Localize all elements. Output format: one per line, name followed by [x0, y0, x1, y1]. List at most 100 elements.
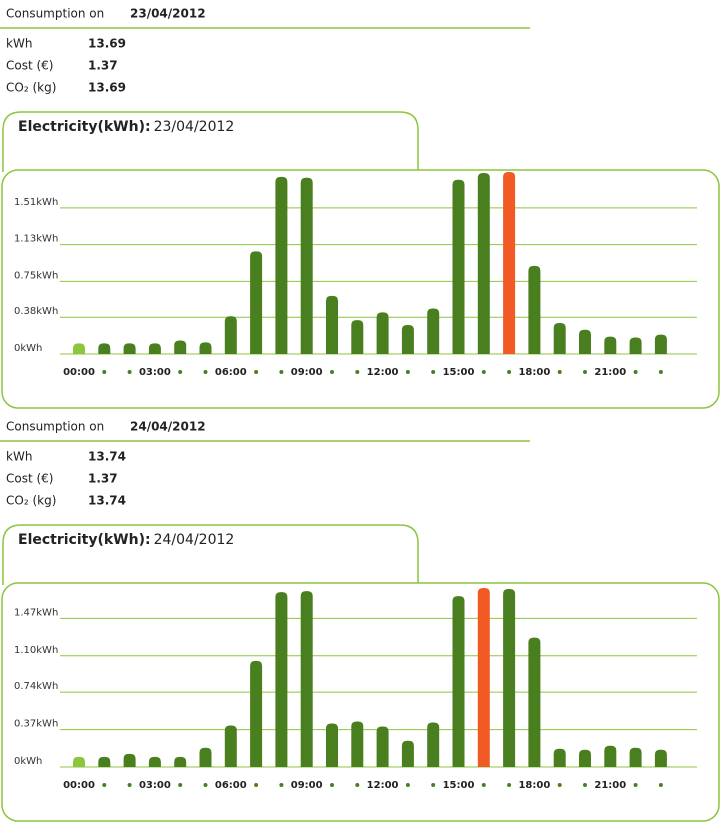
x-tick-label: 15:00 [443, 780, 475, 791]
x-tick-dot [254, 370, 259, 374]
x-tick-label: 09:00 [291, 367, 323, 378]
row-value: 13.69 [88, 37, 126, 51]
x-tick-dot [405, 783, 410, 787]
row-value: 1.37 [88, 472, 118, 486]
bar [275, 176, 288, 354]
row-label: CO₂ (kg) [6, 81, 56, 95]
x-tick-dot [254, 783, 259, 787]
x-tick-label: 03:00 [139, 367, 171, 378]
x-tick-dot [633, 783, 638, 787]
tab [2, 524, 419, 585]
bar [477, 588, 490, 767]
bar [629, 337, 642, 354]
bar [654, 749, 667, 767]
x-tick-dot [557, 370, 562, 374]
y-tick-label: 0kWh [14, 343, 42, 354]
y-tick-label: 0.38kWh [14, 306, 58, 317]
bar [376, 726, 389, 767]
x-tick-dot [178, 783, 183, 787]
x-tick-label: 03:00 [139, 780, 171, 791]
y-tick-label: 0.74kWh [14, 681, 58, 692]
x-tick-label: 00:00 [63, 367, 95, 378]
x-tick-dot [355, 783, 360, 787]
row-label: Cost (€) [6, 59, 54, 73]
chart-title-date: 24/04/2012 [154, 532, 235, 548]
bar [250, 251, 263, 354]
x-tick-label: 06:00 [215, 780, 247, 791]
bar [579, 329, 591, 354]
x-tick-label: 21:00 [594, 780, 626, 791]
bar [427, 722, 440, 767]
x-tick-dot [127, 370, 132, 374]
bar [148, 756, 161, 767]
bar [300, 177, 313, 354]
x-tick-dot [507, 370, 512, 374]
x-tick-dot [431, 370, 436, 374]
x-tick-dot [557, 783, 562, 787]
row-label: kWh [6, 450, 32, 464]
bar [553, 748, 566, 767]
bar [351, 320, 364, 354]
x-tick-dot [279, 370, 284, 374]
x-tick-dot [583, 370, 587, 374]
bar [351, 721, 364, 767]
x-tick-label: 00:00 [63, 780, 95, 791]
x-tick-dot [658, 370, 663, 374]
x-tick-label: 18:00 [518, 780, 550, 791]
bar [401, 740, 414, 767]
bar [98, 343, 111, 354]
x-tick-label: 09:00 [291, 780, 323, 791]
bar [123, 753, 136, 767]
x-tick-dot [658, 783, 663, 787]
bar [503, 172, 516, 354]
x-tick-dot [330, 783, 334, 787]
x-tick-dot [633, 370, 638, 374]
bar [452, 596, 465, 767]
y-tick-label: 0.75kWh [14, 270, 58, 281]
bar [503, 589, 516, 767]
bar [427, 308, 440, 354]
tab [2, 111, 419, 172]
chart-title-main: Electricity(kWh): [18, 532, 151, 548]
bar [579, 749, 591, 767]
x-tick-dot [481, 370, 486, 374]
y-tick-label: 1.13kWh [14, 234, 58, 245]
bar [174, 756, 187, 767]
x-tick-dot [203, 783, 208, 787]
y-tick-label: 0.37kWh [14, 719, 58, 730]
x-tick-label: 06:00 [215, 367, 247, 378]
bar [275, 592, 288, 767]
row-label: Cost (€) [6, 472, 54, 486]
bar [224, 725, 237, 767]
x-tick-dot [355, 370, 360, 374]
y-tick-label: 1.10kWh [14, 645, 58, 656]
row-value: 1.37 [88, 59, 118, 73]
row-value: 13.74 [88, 450, 126, 464]
bar [123, 343, 136, 354]
section: Consumption on 24/04/2012 kWh 13.74 Cost (€)… [0, 420, 720, 822]
row-value: 13.69 [88, 81, 126, 95]
bar [452, 179, 465, 354]
x-tick-label: 21:00 [594, 367, 626, 378]
x-tick-label: 18:00 [518, 367, 550, 378]
bar [199, 342, 212, 354]
bar [250, 660, 263, 767]
bar [224, 316, 237, 354]
x-tick-dot [431, 783, 436, 787]
y-tick-label: 0kWh [14, 756, 42, 767]
bar [98, 756, 111, 767]
bar [174, 340, 187, 354]
x-tick-dot [507, 783, 512, 787]
bar [199, 747, 212, 767]
x-tick-dot [405, 370, 410, 374]
bar [528, 265, 541, 354]
section: Consumption on 23/04/2012 kWh 13.69 Cost (€)… [0, 7, 720, 409]
consumption-label: Consumption on [6, 420, 104, 434]
chart-title-main: Electricity(kWh): [18, 119, 151, 135]
x-tick-dot [178, 370, 183, 374]
consumption-date: 23/04/2012 [130, 7, 206, 21]
row-label: kWh [6, 37, 32, 51]
x-tick-dot [279, 783, 284, 787]
bar [604, 336, 617, 354]
